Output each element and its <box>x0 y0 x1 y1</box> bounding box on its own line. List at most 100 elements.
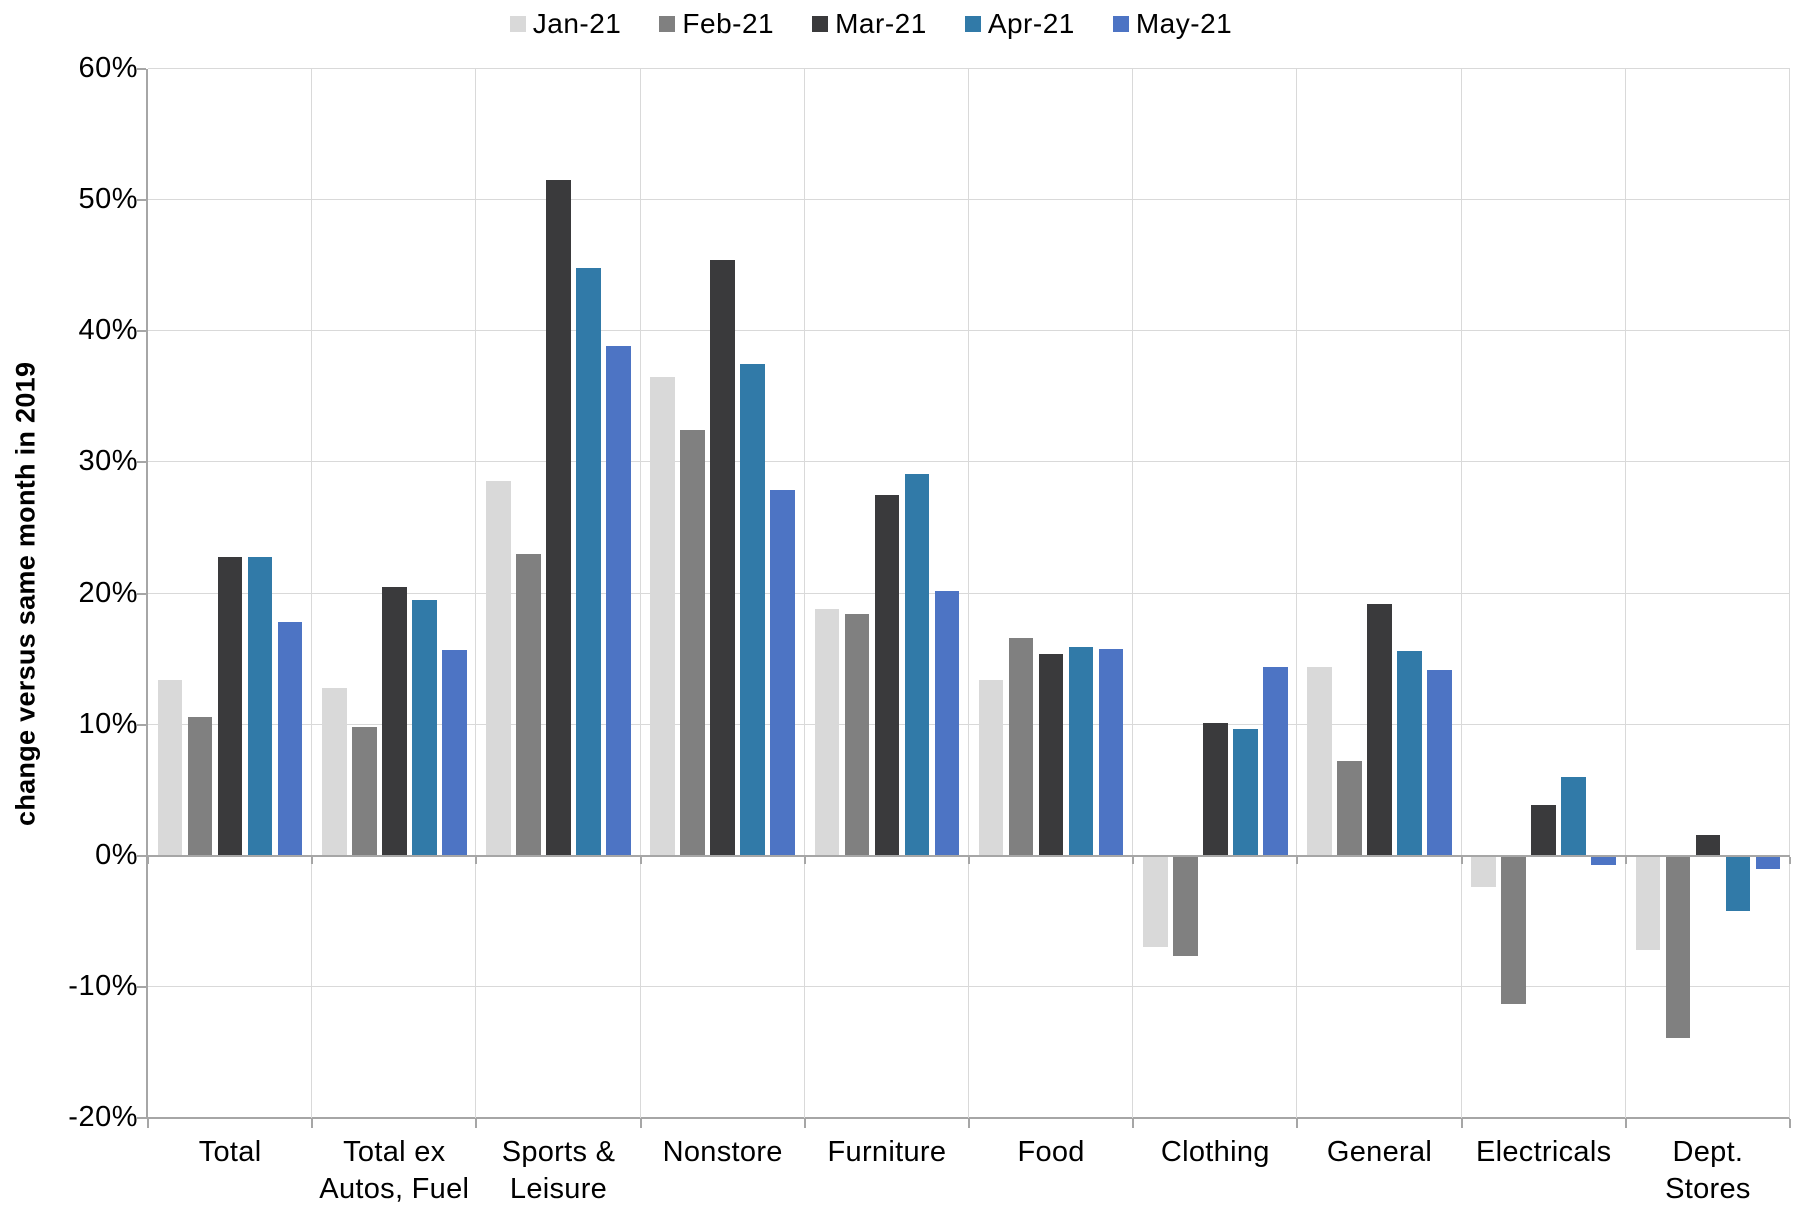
bar-jan-21-9 <box>1635 856 1661 950</box>
legend-label: Apr-21 <box>987 8 1075 39</box>
zero-line-tick <box>639 856 642 864</box>
bar-feb-21-8 <box>1501 856 1527 1004</box>
gridline-x <box>1460 69 1462 1118</box>
x-axis-tick <box>1624 1119 1627 1128</box>
gridline-x <box>1132 69 1134 1118</box>
bar-may-21-0 <box>277 622 303 856</box>
bar-may-21-2 <box>606 345 631 856</box>
gridline-x <box>968 69 969 1118</box>
bar-feb-21-7 <box>1337 761 1362 856</box>
x-category-label: Food <box>1017 1136 1085 1168</box>
gridline-x <box>475 69 477 1118</box>
zero-line-tick <box>311 856 314 864</box>
y-axis-tick <box>137 854 146 857</box>
bar-feb-21-3 <box>680 429 706 856</box>
legend-marker-icon <box>1112 16 1129 32</box>
bar-jan-21-1 <box>322 687 347 856</box>
y-tick-label: 20% <box>78 576 138 609</box>
bar-jan-21-2 <box>486 480 511 856</box>
x-axis-tick <box>1789 1119 1791 1128</box>
x-category-label: General <box>1326 1136 1433 1168</box>
bar-may-21-6 <box>1262 666 1288 856</box>
y-axis-tick <box>137 461 146 464</box>
x-category-label: Clothing <box>1160 1136 1270 1168</box>
bar-mar-21-6 <box>1202 723 1228 856</box>
gridline-x <box>1624 69 1626 1118</box>
bar-jan-21-8 <box>1471 856 1497 887</box>
x-axis-tick <box>311 1119 314 1128</box>
y-axis-tick <box>137 985 146 988</box>
bar-apr-21-4 <box>904 474 930 856</box>
bar-may-21-9 <box>1755 856 1781 869</box>
gridline-x <box>803 69 805 1118</box>
gridline-y <box>148 68 1790 69</box>
x-axis-tick <box>475 1119 478 1128</box>
bar-mar-21-1 <box>381 586 407 856</box>
gridline-y <box>148 592 1790 594</box>
x-axis-tick <box>1460 1119 1463 1128</box>
y-axis-tick <box>137 330 146 333</box>
bar-feb-21-2 <box>516 554 541 856</box>
gridline-y <box>148 723 1790 725</box>
gridline-y <box>148 461 1790 463</box>
y-axis-tick <box>137 1117 146 1119</box>
gridline-x <box>639 69 641 1118</box>
bar-feb-21-9 <box>1665 856 1691 1038</box>
bar-apr-21-0 <box>247 556 273 856</box>
legend-item-mar-21: Mar-21 <box>812 8 927 40</box>
x-category-label: Nonstore <box>662 1136 783 1168</box>
bar-mar-21-2 <box>546 180 571 856</box>
x-axis-tick <box>803 1119 806 1128</box>
bar-apr-21-8 <box>1561 777 1586 856</box>
x-category-label: Furniture <box>827 1136 947 1168</box>
legend-label: Jan-21 <box>532 8 622 39</box>
x-category-label: Total <box>198 1136 262 1168</box>
y-tick-label: 0% <box>95 838 138 871</box>
bar-may-21-8 <box>1591 856 1616 865</box>
y-tick-label: -20% <box>68 1101 138 1133</box>
x-category-label: Sports & Leisure <box>501 1136 616 1206</box>
bar-mar-21-3 <box>710 260 735 856</box>
bar-feb-21-5 <box>1008 638 1034 856</box>
bar-may-21-7 <box>1427 669 1452 856</box>
bar-jan-21-7 <box>1307 666 1332 856</box>
gridline-y <box>148 199 1790 201</box>
bar-may-21-3 <box>770 489 795 856</box>
legend-label: May-21 <box>1135 8 1233 39</box>
bar-may-21-5 <box>1098 648 1124 856</box>
x-axis-tick <box>1296 1119 1299 1128</box>
zero-line-tick <box>1624 856 1627 864</box>
bar-jan-21-6 <box>1143 856 1168 948</box>
x-axis-tick <box>968 1119 970 1128</box>
x-axis-tick <box>147 1119 149 1128</box>
legend: Jan-21 Feb-21 Mar-21 Apr-21 May-21 <box>100 8 1642 40</box>
gridline-y <box>148 330 1790 332</box>
y-tick-label: 40% <box>78 314 138 347</box>
bar-mar-21-5 <box>1038 653 1064 856</box>
y-axis-tick <box>137 592 146 595</box>
bar-mar-21-9 <box>1695 834 1721 856</box>
zero-line-tick <box>1460 856 1463 864</box>
zero-line-tick <box>1132 856 1135 864</box>
zero-line-tick <box>147 856 149 864</box>
legend-item-feb-21: Feb-21 <box>659 8 774 40</box>
bar-apr-21-9 <box>1725 856 1751 911</box>
legend-marker-icon <box>659 16 676 32</box>
y-axis-tick <box>137 723 146 726</box>
bar-feb-21-4 <box>844 614 870 856</box>
legend-marker-icon <box>964 16 981 32</box>
x-category-label: Total ex Autos, Fuel <box>319 1136 470 1206</box>
x-axis-tick <box>1132 1119 1135 1128</box>
bar-jan-21-0 <box>157 680 183 856</box>
bar-mar-21-4 <box>874 495 900 856</box>
y-tick-label: 60% <box>78 52 138 84</box>
y-axis-tick <box>137 199 146 202</box>
plot-area <box>137 68 1791 1128</box>
bar-feb-21-6 <box>1173 856 1198 957</box>
bar-apr-21-5 <box>1068 647 1094 856</box>
legend-marker-icon <box>509 16 526 32</box>
zero-line-tick <box>968 856 970 864</box>
bar-apr-21-1 <box>411 600 437 856</box>
zero-line-tick <box>1789 856 1791 864</box>
